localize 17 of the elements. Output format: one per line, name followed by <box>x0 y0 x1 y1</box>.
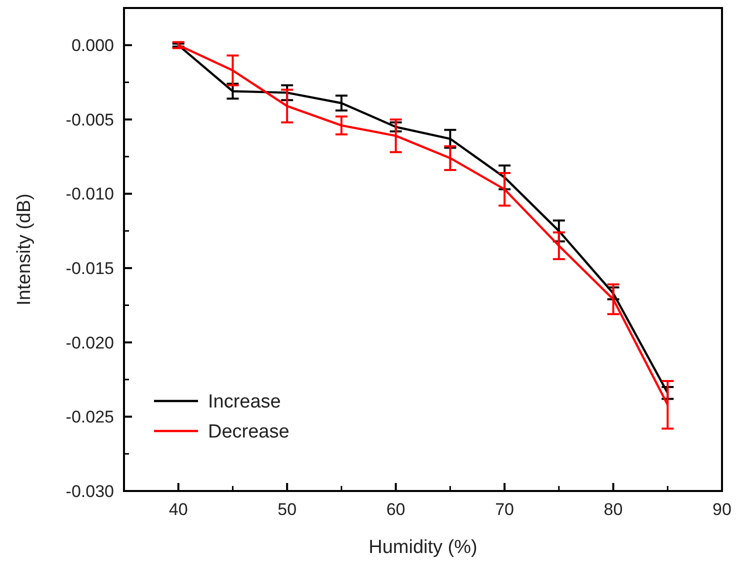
x-tick-label: 80 <box>604 500 623 519</box>
y-tick-label: -0.010 <box>66 184 114 204</box>
y-tick-label: -0.005 <box>66 110 114 130</box>
y-tick-label: 0.000 <box>71 36 114 56</box>
x-axis-title: Humidity (%) <box>368 537 478 558</box>
legend-label: Increase <box>208 392 281 413</box>
x-tick-label: 60 <box>386 500 406 519</box>
legend-label: Decrease <box>208 422 290 443</box>
y-tick-label: -0.015 <box>66 259 114 278</box>
x-tick-label: 90 <box>712 500 732 519</box>
x-tick-label: 50 <box>278 500 297 519</box>
y-tick-label: -0.020 <box>66 333 114 352</box>
x-tick-label: 70 <box>495 500 514 519</box>
y-tick-label: -0.030 <box>66 482 114 501</box>
x-tick-label: 40 <box>168 500 188 519</box>
y-axis-title: Intensity (dB) <box>14 194 35 306</box>
y-tick-label: -0.025 <box>66 408 114 427</box>
